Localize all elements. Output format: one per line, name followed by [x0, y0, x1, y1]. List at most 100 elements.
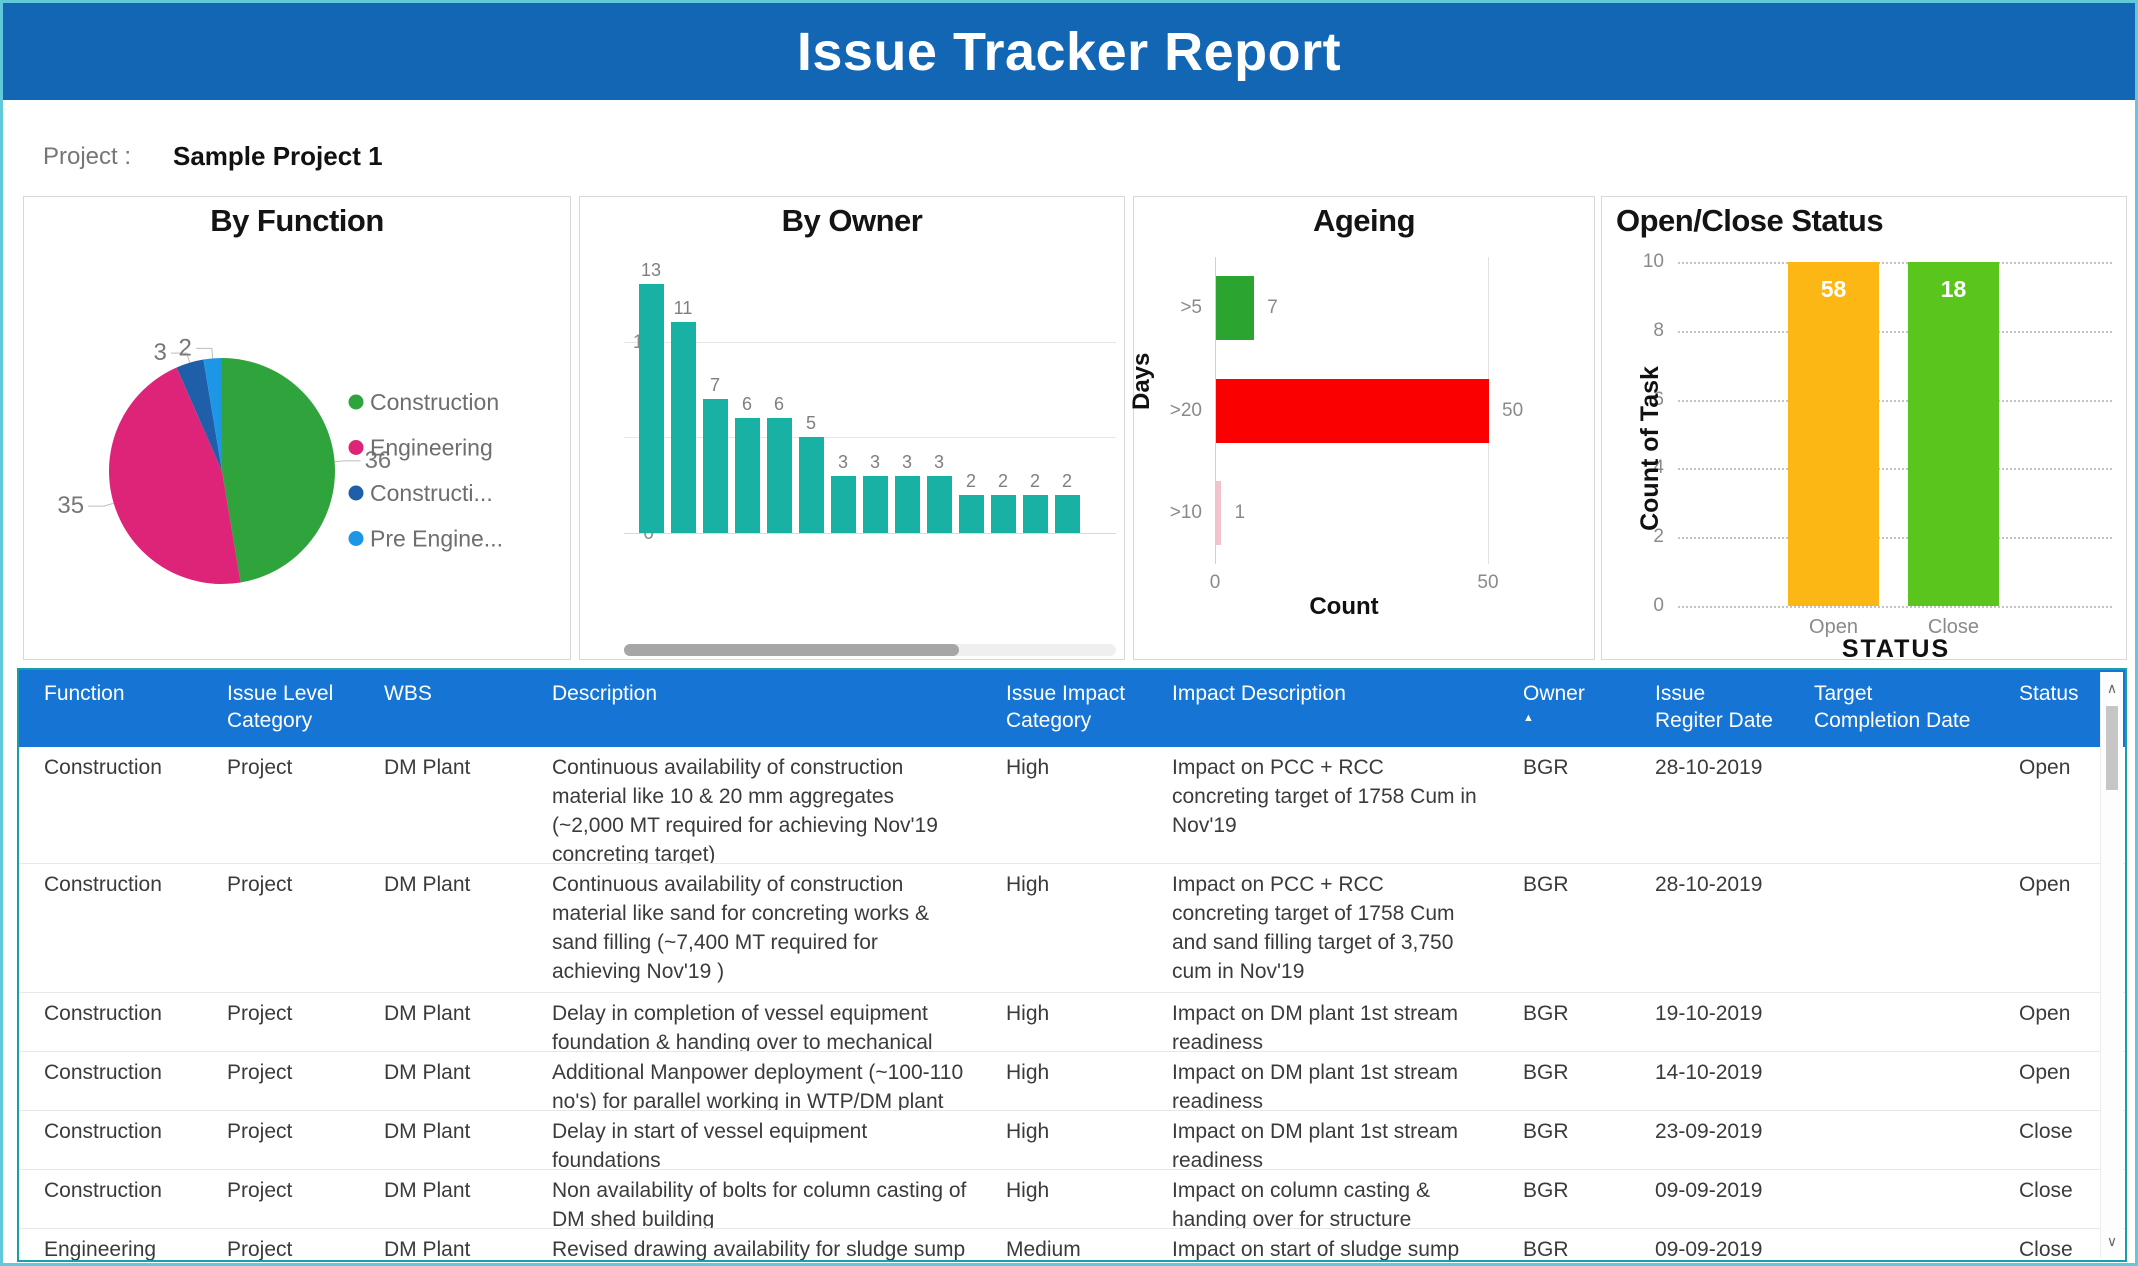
pie-slice-constructi-[interactable]	[176, 359, 222, 471]
table-cell: 23-09-2019	[1655, 1120, 1763, 1143]
legend-item-label[interactable]: Engineering	[370, 435, 493, 461]
owner-bar[interactable]	[863, 475, 888, 533]
table-cell: 14-10-2019	[1655, 1061, 1763, 1084]
table-cell: Construction	[44, 1061, 162, 1084]
legend-item-label[interactable]: Constructi...	[370, 480, 493, 506]
bar-value-label: 58	[1820, 276, 1847, 302]
pie-slice-construction[interactable]	[222, 358, 336, 583]
table-row[interactable]: Engineering Project DM Plant Revised drawin…	[19, 1228, 2125, 1261]
owner-bar[interactable]	[671, 322, 696, 533]
legend-dot	[348, 485, 364, 501]
ageing-title: Ageing	[1312, 203, 1416, 238]
table-cell: Impact on DM plant 1st stream readiness	[1172, 1061, 1458, 1110]
column-header-label: Owner	[1523, 682, 1585, 705]
bar-value-label: 3	[837, 451, 848, 472]
owner-bar[interactable]	[991, 494, 1016, 533]
table-row[interactable]: Construction Project DM Plant Delay in star…	[19, 1110, 2125, 1169]
bar-value-label: 2	[997, 470, 1008, 491]
table-cell: BGR	[1523, 756, 1569, 779]
column-header-function[interactable]: Function	[19, 670, 202, 747]
bar-value-label: 7	[709, 374, 720, 395]
column-header-status[interactable]: Status	[1994, 670, 2125, 747]
table-row[interactable]: Construction Project DM Plant Continuous av…	[19, 863, 2125, 992]
ageing-bar-gt20[interactable]	[1216, 378, 1489, 443]
table-cell: BGR	[1523, 1238, 1569, 1261]
table-row[interactable]: Construction Project DM Plant Delay in comp…	[19, 992, 2125, 1051]
table-cell: BGR	[1523, 1120, 1569, 1143]
table-row[interactable]: Construction Project DM Plant Non availabil…	[19, 1169, 2125, 1228]
table-cell: Open	[2019, 756, 2071, 779]
table-cell: Close	[2019, 1238, 2073, 1261]
column-header-description[interactable]: Description	[527, 670, 981, 747]
table-cell: Open	[2019, 1002, 2071, 1025]
owner-bar[interactable]	[1055, 494, 1080, 533]
y-axis-tick-label: 0	[1653, 595, 1664, 616]
table-cell	[1789, 864, 1994, 992]
ageing-bar-gt5[interactable]	[1216, 276, 1255, 341]
scroll-down-icon[interactable]: ∨	[2106, 1233, 2118, 1249]
owner-bar[interactable]	[831, 475, 856, 533]
table-cell: Impact on column casting & handing over …	[1172, 1179, 1430, 1228]
pie-slice-pre-engine-[interactable]	[203, 358, 222, 471]
column-header-impact-description[interactable]: Impact Description	[1147, 670, 1498, 747]
pie-label-leader-line	[195, 347, 214, 359]
table-cell: DM Plant	[384, 1179, 471, 1202]
table-cell: Construction	[44, 756, 162, 779]
owner-bar[interactable]	[927, 475, 952, 533]
pie-data-label: 2	[178, 334, 191, 361]
scroll-up-icon[interactable]: ∧	[2106, 680, 2118, 696]
status-bar-close[interactable]: 18	[1908, 262, 1999, 606]
bar-value-label: 50	[1502, 399, 1524, 421]
column-header-target-completion-date[interactable]: Target Completion Date	[1789, 670, 1994, 747]
table-cell: Project	[227, 1002, 293, 1025]
column-header-issue-level-category[interactable]: Issue Level Category	[202, 670, 359, 747]
x-axis-line	[624, 533, 1116, 534]
scrollbar-thumb[interactable]	[624, 644, 959, 656]
owner-bar[interactable]	[767, 418, 792, 533]
table-vertical-scrollbar[interactable]: ∧ ∨	[2100, 672, 2123, 1258]
legend-dot	[348, 440, 364, 455]
ageing-bar-gt10[interactable]	[1216, 480, 1222, 545]
ageing-x-axis-title: Count	[1309, 593, 1379, 620]
column-header-issue-impact-category[interactable]: Issue Impact Category	[981, 670, 1147, 747]
table-row[interactable]: Construction Project DM Plant Continuous av…	[19, 747, 2125, 863]
table-cell: Open	[2019, 873, 2071, 896]
column-header-wbs[interactable]: WBS	[359, 670, 527, 747]
table-cell: DM Plant	[384, 756, 471, 779]
owner-bar[interactable]	[1023, 494, 1048, 533]
column-header-owner[interactable]: Owner ▲	[1498, 670, 1630, 747]
status-bar-open[interactable]: 58	[1788, 262, 1879, 606]
column-header-label: Description	[552, 682, 658, 705]
table-cell: Project	[227, 756, 293, 779]
table-cell: High	[1006, 756, 1050, 779]
table-cell: Project	[227, 1120, 293, 1143]
pie-data-label: 3	[154, 339, 167, 366]
by-owner-title: By Owner	[781, 203, 923, 238]
table-cell: DM Plant	[384, 873, 471, 896]
owner-bar[interactable]	[895, 475, 920, 533]
bar-value-label: 11	[673, 298, 693, 319]
owner-bar[interactable]	[639, 284, 664, 533]
table-cell: 28-10-2019	[1655, 756, 1763, 779]
owner-bar[interactable]	[959, 494, 984, 533]
ageing-y-axis-title: Days	[1128, 352, 1155, 410]
table-cell: BGR	[1523, 1061, 1569, 1084]
owner-bar[interactable]	[703, 398, 728, 533]
column-header-label: Target Completion Date	[1814, 682, 1971, 732]
legend-item-label[interactable]: Pre Engine...	[370, 526, 503, 552]
panel-open-close-status: Open/Close Status 0 2 4 6 8 10 58 Open 18 Close C…	[1601, 196, 2127, 663]
by-owner-horizontal-scrollbar[interactable]	[624, 644, 1116, 656]
legend-item-label[interactable]: Construction	[370, 389, 499, 415]
pie-slice-engineering[interactable]	[108, 367, 241, 584]
bar-value-label: 6	[773, 394, 784, 415]
table-cell: Continuous availability of construction …	[552, 873, 929, 983]
dotted-gridline	[1678, 330, 2112, 333]
scrollbar-thumb[interactable]	[2106, 706, 2118, 790]
project-name: Sample Project 1	[173, 141, 383, 171]
table-cell: Close	[2019, 1179, 2073, 1202]
owner-bar[interactable]	[735, 418, 760, 533]
table-row[interactable]: Construction Project DM Plant Additional Ma…	[19, 1051, 2125, 1110]
owner-bar[interactable]	[799, 437, 824, 533]
column-header-issue-regiter-date[interactable]: Issue Regiter Date	[1630, 670, 1789, 747]
